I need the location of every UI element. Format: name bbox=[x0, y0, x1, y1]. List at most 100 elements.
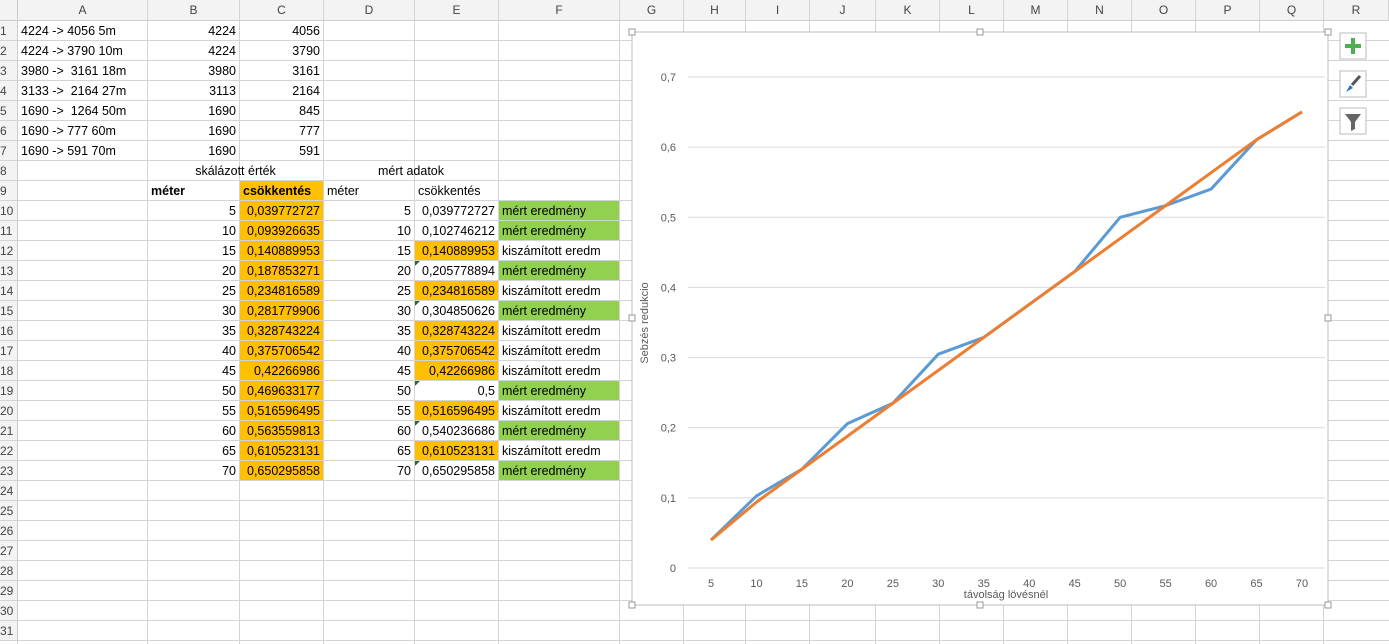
cell[interactable]: 0,375706542 bbox=[415, 341, 498, 360]
cell[interactable]: 60 bbox=[222, 424, 236, 438]
cell[interactable]: 60 bbox=[397, 424, 411, 438]
cell[interactable]: 20 bbox=[397, 264, 411, 278]
cell[interactable]: 30 bbox=[397, 304, 411, 318]
row-header[interactable]: 18 bbox=[0, 361, 18, 381]
cell[interactable]: 40 bbox=[222, 344, 236, 358]
cell[interactable]: 70 bbox=[397, 464, 411, 478]
column-header[interactable]: D bbox=[324, 0, 415, 21]
cell[interactable]: 0,469633177 bbox=[240, 381, 323, 400]
cell[interactable]: 0,328743224 bbox=[240, 321, 323, 340]
cell[interactable]: 0,234816589 bbox=[240, 281, 323, 300]
cell[interactable]: mért eredmény bbox=[499, 381, 619, 400]
chart-filters-button[interactable] bbox=[1339, 107, 1367, 135]
row-header[interactable]: 7 bbox=[0, 141, 18, 161]
cell[interactable]: csökkentés bbox=[240, 181, 323, 200]
column-header[interactable]: M bbox=[1004, 0, 1068, 21]
row-header[interactable]: 3 bbox=[0, 61, 18, 81]
column-header[interactable]: J bbox=[810, 0, 876, 21]
cell[interactable]: kiszámított eredm bbox=[502, 404, 601, 418]
cell[interactable]: 35 bbox=[222, 324, 236, 338]
column-header[interactable]: L bbox=[940, 0, 1004, 21]
row-header[interactable]: 13 bbox=[0, 261, 18, 281]
cell[interactable]: 45 bbox=[222, 364, 236, 378]
cell[interactable]: 0,650295858 bbox=[422, 464, 495, 478]
cell[interactable]: 5 bbox=[229, 204, 236, 218]
cell[interactable]: 5 bbox=[404, 204, 411, 218]
cell[interactable]: 4056 bbox=[292, 24, 320, 38]
cell[interactable]: méter bbox=[151, 184, 186, 198]
row-header[interactable]: 19 bbox=[0, 381, 18, 401]
corner[interactable] bbox=[0, 0, 18, 21]
cell[interactable]: 15 bbox=[222, 244, 236, 258]
row-header[interactable]: 6 bbox=[0, 121, 18, 141]
cell[interactable]: 0,610523131 bbox=[240, 441, 323, 460]
column-header[interactable]: I bbox=[746, 0, 810, 21]
cell[interactable]: 0,234816589 bbox=[415, 281, 498, 300]
row-header[interactable]: 21 bbox=[0, 421, 18, 441]
cell[interactable]: 0,5 bbox=[477, 384, 495, 398]
cell[interactable]: 0,039772727 bbox=[240, 201, 323, 220]
column-header[interactable]: H bbox=[684, 0, 746, 21]
cell[interactable]: 0,039772727 bbox=[422, 204, 495, 218]
column-header[interactable]: E bbox=[415, 0, 499, 21]
row-header[interactable]: 15 bbox=[0, 301, 18, 321]
cell[interactable]: mért eredmény bbox=[499, 461, 619, 480]
row-header[interactable]: 17 bbox=[0, 341, 18, 361]
row-header[interactable]: 31 bbox=[0, 621, 18, 641]
row-header[interactable]: 26 bbox=[0, 521, 18, 541]
row-header[interactable]: 27 bbox=[0, 541, 18, 561]
cell[interactable]: csökkentés bbox=[418, 184, 481, 198]
cell[interactable]: kiszámított eredm bbox=[502, 244, 601, 258]
cell[interactable]: 777 bbox=[299, 124, 320, 138]
cell[interactable]: 50 bbox=[397, 384, 411, 398]
column-header[interactable]: O bbox=[1132, 0, 1196, 21]
cell[interactable]: méter bbox=[327, 184, 359, 198]
cell[interactable]: 50 bbox=[222, 384, 236, 398]
cell[interactable]: 0,375706542 bbox=[240, 341, 323, 360]
cell[interactable]: skálázott érték bbox=[195, 164, 276, 178]
cell[interactable]: 55 bbox=[222, 404, 236, 418]
cell[interactable]: mért eredmény bbox=[499, 221, 619, 240]
row-header[interactable]: 23 bbox=[0, 461, 18, 481]
cell[interactable]: 0,205778894 bbox=[422, 264, 495, 278]
column-header[interactable]: G bbox=[620, 0, 684, 21]
column-header[interactable]: P bbox=[1196, 0, 1260, 21]
row-header[interactable]: 25 bbox=[0, 501, 18, 521]
cell[interactable]: 0,516596495 bbox=[240, 401, 323, 420]
cell[interactable]: 3980 bbox=[208, 64, 236, 78]
row-header[interactable]: 5 bbox=[0, 101, 18, 121]
chart-elements-button[interactable] bbox=[1339, 32, 1367, 60]
cell[interactable]: 25 bbox=[222, 284, 236, 298]
cell[interactable]: 65 bbox=[222, 444, 236, 458]
cell[interactable]: 65 bbox=[397, 444, 411, 458]
cell[interactable]: 1690 -> 1264 50m bbox=[21, 104, 127, 118]
cell[interactable]: 3980 -> 3161 18m bbox=[21, 64, 127, 78]
cell[interactable]: 40 bbox=[397, 344, 411, 358]
cell[interactable]: 0,563559813 bbox=[240, 421, 323, 440]
cell[interactable]: mért eredmény bbox=[499, 301, 619, 320]
cell[interactable]: 35 bbox=[397, 324, 411, 338]
row-header[interactable]: 10 bbox=[0, 201, 18, 221]
cell[interactable]: 0,187853271 bbox=[240, 261, 323, 280]
column-header[interactable]: A bbox=[18, 0, 148, 21]
cell[interactable]: 2164 bbox=[292, 84, 320, 98]
cell[interactable]: 0,093926635 bbox=[240, 221, 323, 240]
cell[interactable]: 3113 bbox=[209, 84, 236, 98]
cell[interactable]: 3790 bbox=[292, 44, 320, 58]
cell[interactable]: 0,140889953 bbox=[415, 241, 498, 260]
cell[interactable]: 591 bbox=[299, 144, 320, 158]
cell[interactable]: 0,328743224 bbox=[415, 321, 498, 340]
row-header[interactable]: 4 bbox=[0, 81, 18, 101]
cell[interactable]: 1690 bbox=[208, 144, 236, 158]
row-header[interactable]: 30 bbox=[0, 601, 18, 621]
cell[interactable]: 55 bbox=[397, 404, 411, 418]
row-header[interactable]: 28 bbox=[0, 561, 18, 581]
cell[interactable]: 0,516596495 bbox=[415, 401, 498, 420]
row-header[interactable]: 11 bbox=[0, 221, 18, 241]
cell[interactable]: 1690 -> 591 70m bbox=[21, 144, 116, 158]
row-header[interactable]: 20 bbox=[0, 401, 18, 421]
cell[interactable]: kiszámított eredm bbox=[502, 324, 601, 338]
cell[interactable]: 0,42266986 bbox=[240, 361, 323, 380]
row-header[interactable]: 12 bbox=[0, 241, 18, 261]
cell[interactable]: 3133 -> 2164 27m bbox=[21, 84, 127, 98]
